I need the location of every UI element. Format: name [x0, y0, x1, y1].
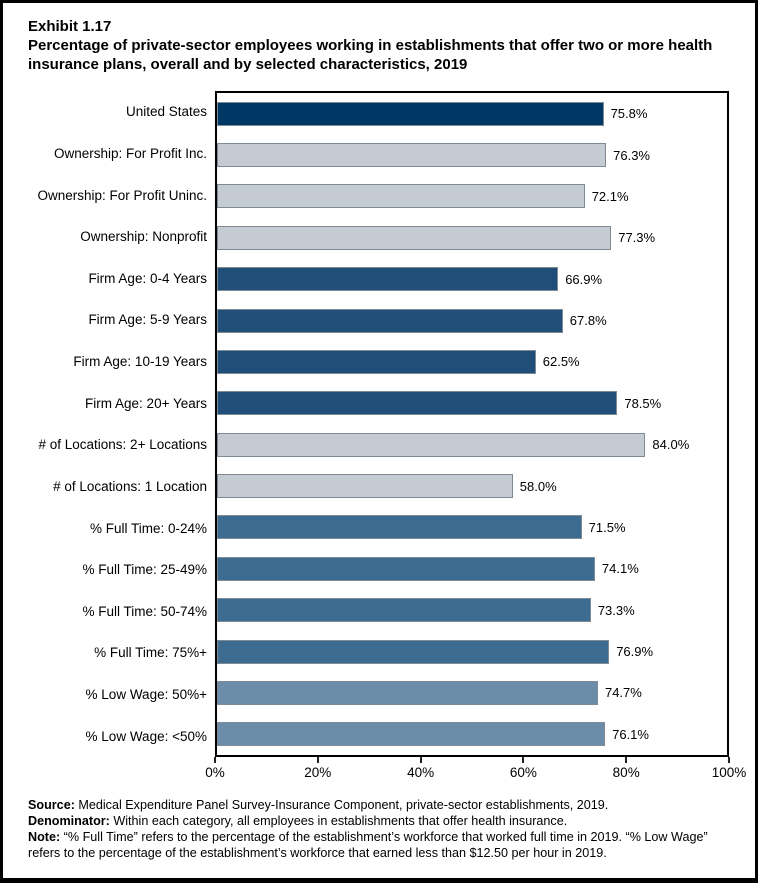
- category-label: # of Locations: 1 Location: [53, 478, 207, 494]
- category-label: Firm Age: 0-4 Years: [88, 270, 207, 286]
- x-axis-tick-label: 80%: [612, 765, 640, 780]
- value-label: 58.0%: [519, 478, 557, 494]
- bar: [217, 556, 595, 581]
- category-label: % Full Time: 0-24%: [89, 520, 207, 536]
- x-axis-tick-label: 60%: [509, 765, 537, 780]
- value-label: 67.8%: [569, 313, 607, 329]
- bar-row: 71.5%: [217, 507, 727, 548]
- bar-row: 72.1%: [217, 176, 727, 217]
- x-axis-tick-label: 100%: [711, 765, 747, 780]
- category-label: Firm Age: 20+ Years: [85, 395, 207, 411]
- x-axis-tick: [728, 757, 730, 763]
- note-text: “% Full Time” refers to the percentage o…: [28, 830, 708, 860]
- bar-row: 76.3%: [217, 134, 727, 175]
- category-label: % Full Time: 25-49%: [82, 562, 207, 578]
- category-label: Firm Age: 5-9 Years: [88, 312, 207, 328]
- title-block: Exhibit 1.17 Percentage of private-secto…: [28, 17, 732, 74]
- value-label: 76.9%: [616, 644, 654, 660]
- denominator-label: Denominator:: [28, 814, 110, 828]
- category-label: United States: [125, 104, 207, 120]
- x-axis-tick-label: 40%: [407, 765, 435, 780]
- value-label: 78.5%: [624, 395, 662, 411]
- x-axis-tick: [625, 757, 628, 763]
- denominator-text: Within each category, all employees in e…: [109, 814, 568, 828]
- bar: [217, 598, 591, 623]
- value-label: 71.5%: [588, 519, 626, 535]
- bar-row: 67.8%: [217, 300, 727, 341]
- bar-row: 76.9%: [217, 631, 727, 672]
- x-axis: 0% 20% 40% 60% 80% 100%: [205, 757, 746, 789]
- x-axis-tick: [522, 757, 525, 763]
- category-label: Firm Age: 10-19 Years: [73, 354, 207, 370]
- value-label: 77.3%: [618, 230, 656, 246]
- value-label: 76.1%: [612, 726, 649, 742]
- category-label: Ownership: Nonprofit: [80, 229, 207, 245]
- bar: [217, 308, 563, 333]
- value-label: 72.1%: [591, 188, 629, 204]
- bar: [217, 680, 598, 705]
- value-label: 74.1%: [601, 561, 639, 577]
- value-label: 73.3%: [597, 602, 635, 618]
- denominator-note: Denominator: Within each category, all e…: [28, 813, 734, 829]
- bar-row: 66.9%: [217, 259, 727, 300]
- source-label: Source:: [28, 798, 75, 812]
- bar: [217, 101, 604, 126]
- footnotes: Source: Medical Expenditure Panel Survey…: [28, 797, 734, 861]
- x-axis-tick: [419, 757, 422, 763]
- value-label: 74.7%: [604, 685, 642, 701]
- bar: [217, 143, 607, 168]
- bar: [217, 474, 513, 499]
- bar: [217, 515, 582, 540]
- category-label: Ownership: For Profit Uninc.: [37, 187, 207, 203]
- bar: [217, 722, 606, 747]
- exhibit-number: Exhibit 1.17: [28, 18, 112, 35]
- bar-row: 76.1%: [217, 714, 727, 755]
- bar: [217, 267, 559, 292]
- category-label: % Low Wage: <50%: [85, 728, 207, 744]
- bar: [217, 432, 646, 457]
- bar-row: 74.1%: [217, 548, 727, 589]
- x-axis-tick-label: 0%: [205, 765, 225, 780]
- note-note: Note: “% Full Time” refers to the percen…: [28, 829, 734, 861]
- value-label: 84.0%: [652, 437, 690, 453]
- category-label: % Low Wage: 50%+: [85, 687, 207, 703]
- bar-row: 75.8%: [217, 93, 727, 134]
- category-label: % Full Time: 50-74%: [82, 603, 207, 619]
- bar: [217, 349, 536, 374]
- bar-row: 73.3%: [217, 590, 727, 631]
- x-axis-tick: [316, 757, 319, 763]
- bar: [217, 391, 618, 416]
- category-label: % Full Time: 75%+: [94, 645, 207, 661]
- bar-row: 84.0%: [217, 424, 727, 465]
- chart-title: Percentage of private-sector employees w…: [28, 37, 713, 73]
- note-label: Note:: [28, 830, 61, 844]
- x-axis-tick: [214, 757, 216, 763]
- category-label: Ownership: For Profit Inc.: [53, 145, 207, 161]
- value-label: 76.3%: [613, 147, 650, 163]
- value-label: 62.5%: [542, 354, 580, 370]
- value-label: 75.8%: [610, 106, 648, 122]
- source-note: Source: Medical Expenditure Panel Survey…: [28, 797, 734, 813]
- category-axis: United States Ownership: For Profit Inc. O…: [3, 91, 207, 757]
- source-text: Medical Expenditure Panel Survey-Insuran…: [74, 798, 609, 812]
- bar: [217, 184, 585, 209]
- bar-row: 58.0%: [217, 465, 727, 506]
- category-label: # of Locations: 2+ Locations: [38, 437, 208, 453]
- bar: [217, 639, 610, 664]
- plot-area: 75.8% 76.3% 72.1% 77.3% 66.9% 67.8% 62.5% 78.5%…: [215, 91, 729, 757]
- bar-row: 74.7%: [217, 672, 727, 713]
- x-axis-tick-label: 20%: [304, 765, 332, 780]
- bar-row: 78.5%: [217, 383, 727, 424]
- bar-row: 62.5%: [217, 341, 727, 382]
- bar-row: 77.3%: [217, 217, 727, 258]
- bar: [217, 225, 612, 250]
- value-label: 66.9%: [565, 271, 603, 287]
